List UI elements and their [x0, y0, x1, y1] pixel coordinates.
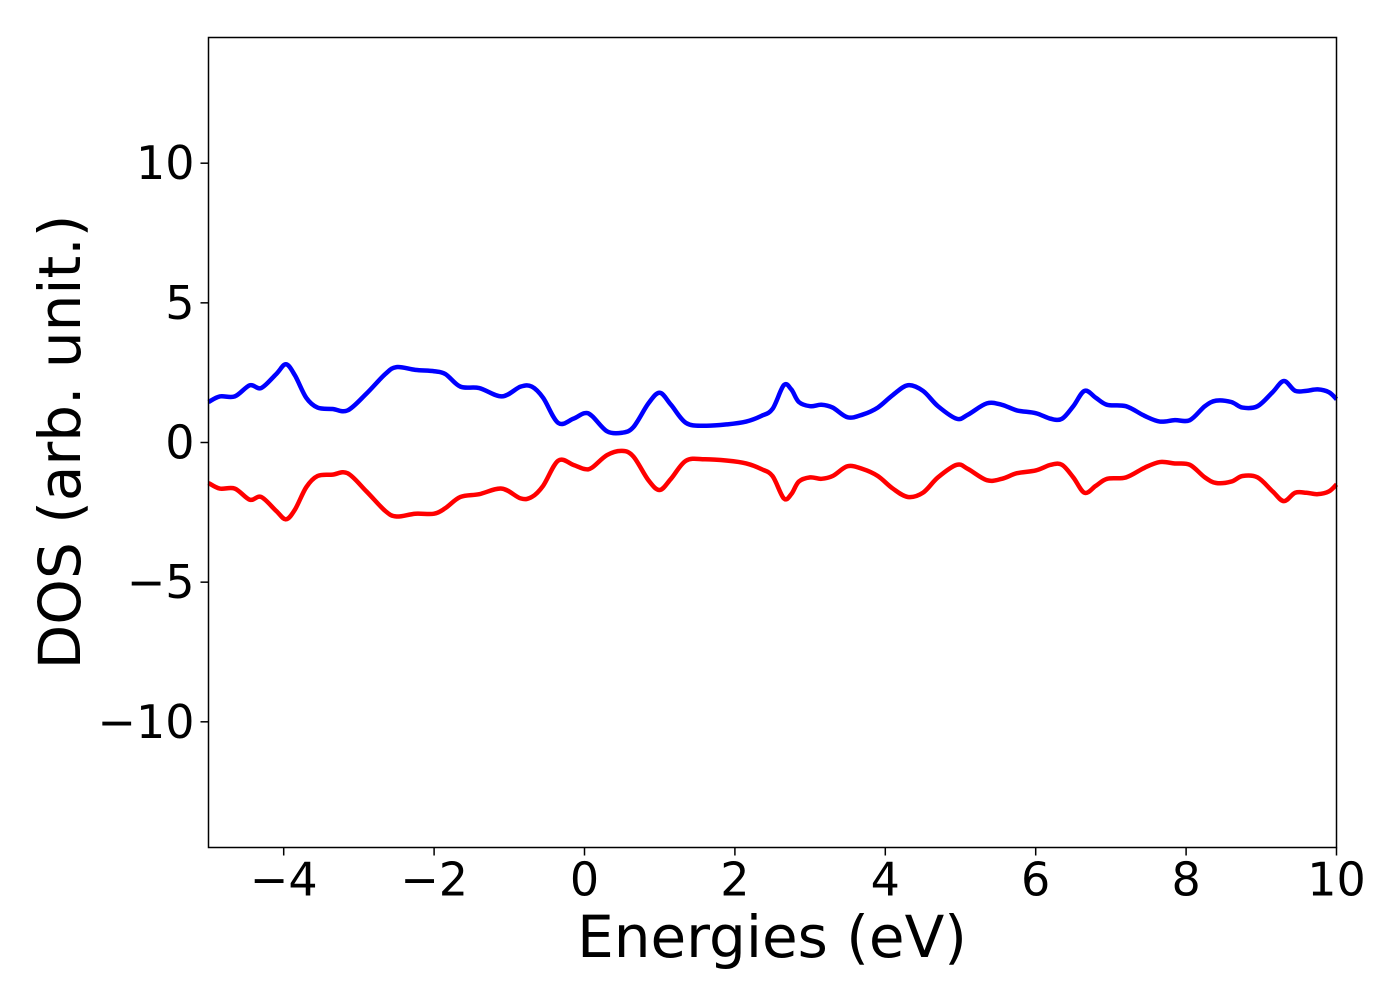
- y-tick-label: −5: [127, 555, 195, 609]
- x-tick-label: 10: [1307, 853, 1366, 907]
- x-tick-label: 6: [1021, 853, 1050, 907]
- x-axis: −4 −2 0 2 4 6 8 10: [250, 847, 1366, 907]
- y-tick-label: 5: [165, 276, 194, 330]
- x-tick-label: −2: [400, 853, 468, 907]
- x-tick-label: 0: [570, 853, 599, 907]
- x-tick-label: −4: [250, 853, 318, 907]
- y-tick-label: 10: [136, 136, 195, 190]
- y-tick-label: −10: [97, 695, 194, 749]
- plot-frame: [207, 36, 1338, 849]
- series-line-1: [207, 362, 1339, 436]
- series-line-2: [207, 448, 1339, 522]
- x-tick-label: 2: [720, 853, 749, 907]
- x-tick-label: 8: [1171, 853, 1200, 907]
- y-axis: 10 5 0 −5 −10: [97, 136, 209, 749]
- y-axis-label: DOS (arb. unit.): [26, 215, 94, 670]
- plot-area: [207, 362, 1339, 522]
- x-tick-label: 4: [871, 853, 900, 907]
- x-axis-label: Energies (eV): [577, 903, 967, 971]
- y-tick-label: 0: [165, 416, 194, 470]
